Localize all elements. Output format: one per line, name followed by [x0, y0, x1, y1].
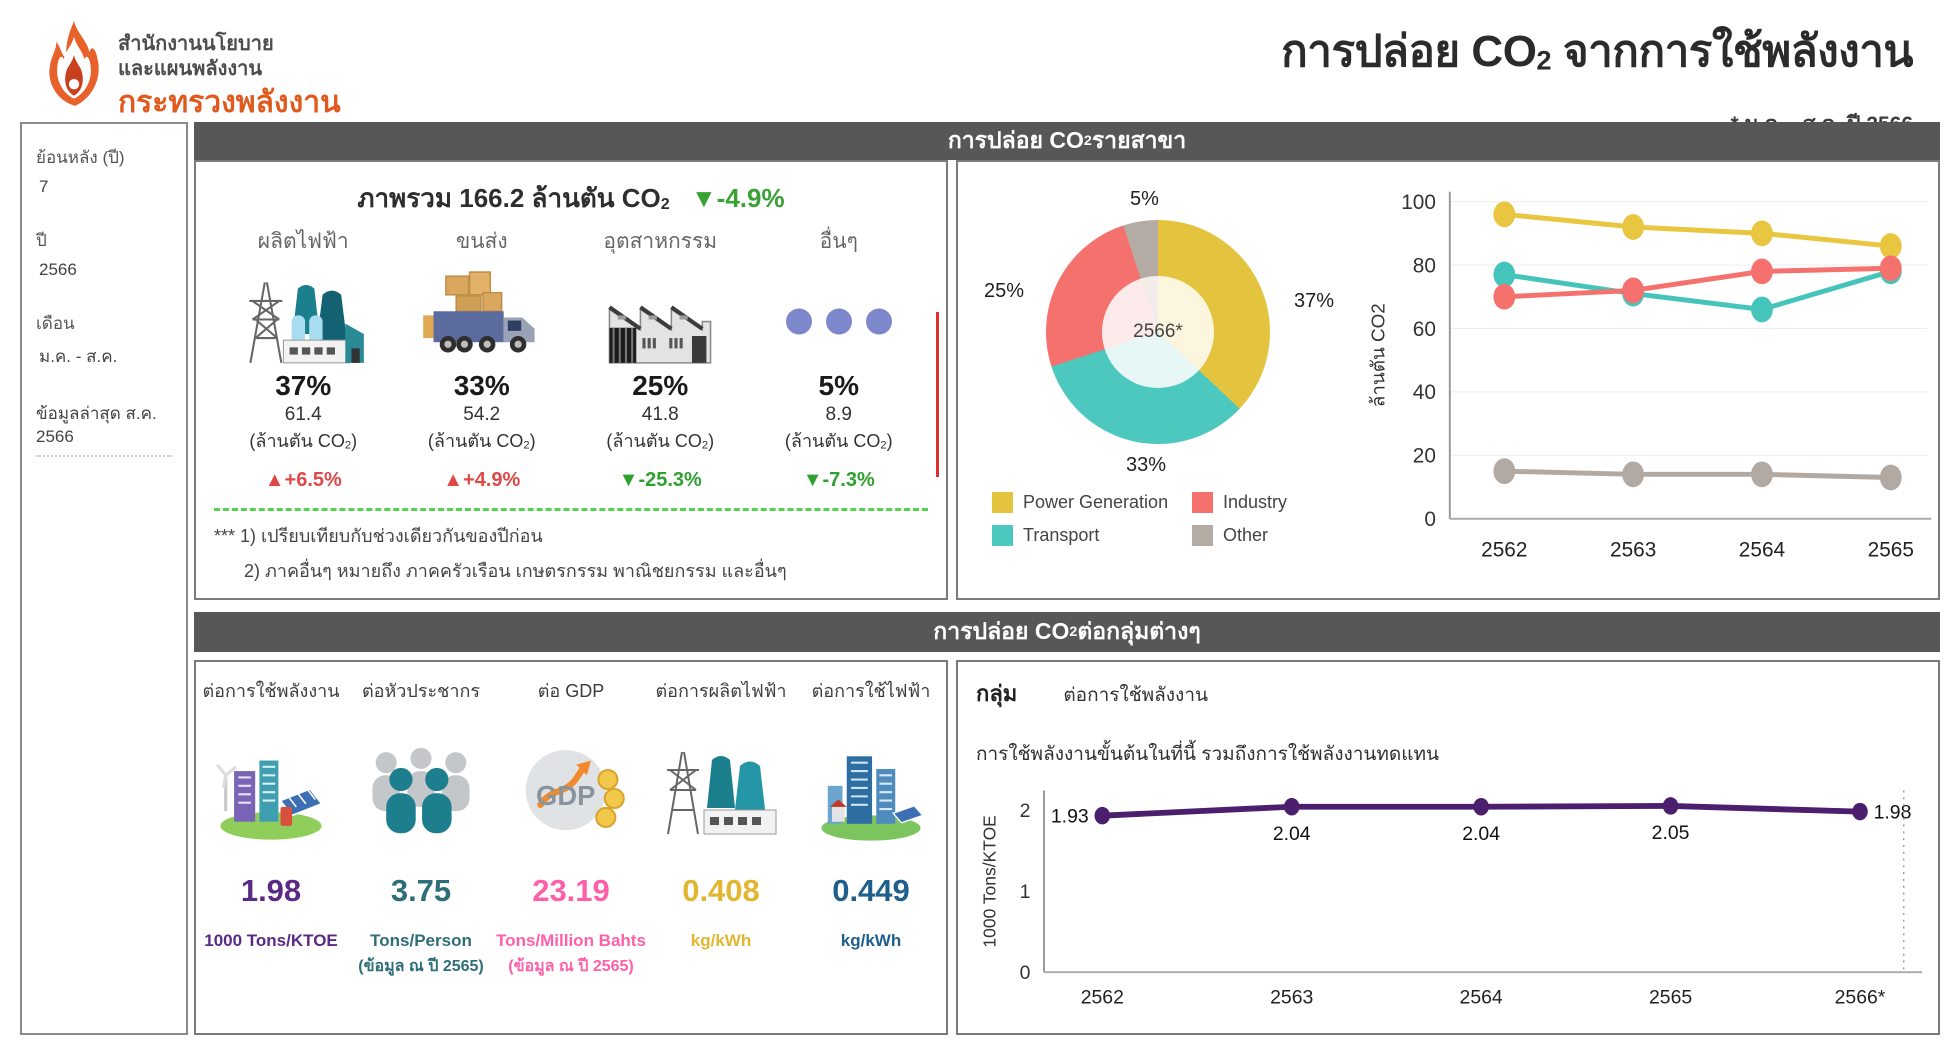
filter-year: ปี 2566 [36, 227, 172, 280]
sector-charts-card: 5% 37% 25% 33% 2566* Power Generation In… [956, 160, 1940, 600]
metric-per-energy: ต่อการใช้พลังงาน 1.98 1000 Tons/KTOE [196, 676, 346, 1033]
svg-text:2562: 2562 [1481, 538, 1527, 561]
sector-donut-chart[interactable]: 5% 37% 25% 33% 2566* Power Generation In… [958, 162, 1358, 598]
footnote-1: *** 1) เปรียบเทียบกับช่วงเดียวกันของปีก่… [214, 526, 543, 546]
group-trend-card: กลุ่ม ต่อการใช้พลังงาน การใช้พลังงานขั้น… [956, 660, 1940, 1035]
filter-value[interactable]: ม.ค. - ส.ค. [39, 347, 118, 366]
legend-swatch [1192, 525, 1213, 546]
sector-industry: อุตสาหกรรม [571, 225, 750, 492]
page-title: การปล่อย CO2 จากการใช้พลังงาน [1281, 27, 1913, 76]
metric-per-electricity-use: ต่อการใช้ไฟฟ้า 0.449 kg/kWh [796, 676, 946, 1033]
filter-month: เดือน ม.ค. - ส.ค. [36, 310, 172, 370]
svg-text:2564: 2564 [1460, 986, 1503, 1008]
legend-industry[interactable]: Industry [1192, 492, 1342, 513]
truck-icon [393, 268, 572, 368]
legend-transport[interactable]: Transport [992, 525, 1192, 546]
legend-swatch [992, 525, 1013, 546]
ellipsis-icon [750, 268, 929, 368]
group-trend-chart[interactable]: 0 1 2 2562 2563 2564 2565 2566* 1.93 2.04 2.04 2.05… [976, 773, 1930, 1016]
city-icon [796, 731, 946, 847]
svg-text:80: 80 [1413, 254, 1436, 277]
svg-text:1.93: 1.93 [1051, 805, 1089, 827]
svg-text:GDP: GDP [536, 780, 595, 811]
red-scroll-indicator [936, 312, 939, 477]
sector-others: อื่นๆ 5% 8.9 (ล้านตัน CO2) ▼-7.3% [750, 225, 929, 492]
donut-label-transport: 33% [1126, 454, 1167, 476]
sector-delta: ▼-25.3% [618, 469, 702, 491]
donut-label-power: 37% [1293, 290, 1334, 312]
sector-delta: ▼-7.3% [802, 469, 875, 491]
sector-transport: ขนส่ง [393, 225, 572, 492]
filter-years-back: ย้อนหลัง (ปี) 7 [36, 144, 172, 197]
sector-panel-title: การปล่อย CO 2 รายสาขา [194, 122, 1940, 160]
svg-text:1.98: 1.98 [1874, 801, 1912, 823]
sector-overview-card: ภาพรวม 166.2 ล้านตัน CO2 ▼-4.9% ผลิตไฟฟ้… [194, 160, 948, 600]
gdp-icon: GDP [496, 731, 646, 847]
metric-per-gdp: ต่อ GDP GDP 23.19 Tons/Million Bahts (ข้… [496, 681, 646, 975]
filter-sidebar: ย้อนหลัง (ปี) 7 ปี 2566 เดือน ม.ค. - ส.ค… [20, 122, 188, 1035]
intensity-metrics-card: ต่อการใช้พลังงาน 1.98 1000 Tons/KTOE [194, 660, 948, 1035]
filter-label: ย้อนหลัง (ปี) [36, 148, 125, 167]
legend-other[interactable]: Other [1192, 525, 1342, 546]
groups-panel-title: การปล่อย CO 2 ต่อกลุ่มต่างๆ [194, 612, 1940, 652]
group-note: การใช้พลังงานขั้นต้นในที่นี้ รวมถึงการใช… [976, 744, 1440, 765]
svg-text:40: 40 [1413, 381, 1436, 404]
sector-trend-chart[interactable]: 0 20 40 60 80 100 2562 2563 2564 2565 ล้านตัน CO2 [1358, 162, 1938, 598]
donut-ring[interactable]: 2566* [1046, 220, 1270, 444]
svg-text:0: 0 [1020, 962, 1031, 984]
svg-text:20: 20 [1413, 445, 1436, 468]
svg-text:2565: 2565 [1649, 986, 1692, 1008]
svg-text:2564: 2564 [1739, 538, 1785, 561]
svg-text:ล้านตัน CO2: ล้านตัน CO2 [1367, 303, 1388, 407]
svg-text:2.05: 2.05 [1652, 822, 1690, 844]
flame-logo-icon [42, 20, 106, 113]
people-icon [346, 731, 496, 847]
svg-text:2562: 2562 [1081, 986, 1124, 1008]
filter-value[interactable]: 7 [39, 177, 49, 196]
metric-per-capita: ต่อหัวประชากร 3.75 Tons/Person (ข้อมูล ณ [346, 676, 496, 1033]
svg-text:2566*: 2566* [1835, 986, 1886, 1008]
svg-text:2: 2 [1020, 800, 1031, 822]
logo-text-line1: สำนักงานนโยบาย [118, 33, 274, 55]
agency-logo: สำนักงานนโยบาย และแผนพลังงาน กระทรวงพลัง… [42, 20, 341, 122]
svg-text:2565: 2565 [1868, 538, 1914, 561]
footnote-2: 2) ภาคอื่นๆ หมายถึง ภาคครัวเรือน เกษตรกร… [244, 561, 787, 581]
svg-text:2563: 2563 [1610, 538, 1656, 561]
group-dropdown-label: กลุ่ม [976, 681, 1018, 706]
svg-text:2.04: 2.04 [1462, 823, 1500, 845]
svg-text:2.04: 2.04 [1273, 823, 1311, 845]
donut-label-industry: 25% [984, 280, 1025, 302]
donut-label-other: 5% [1130, 188, 1159, 210]
legend-power-generation[interactable]: Power Generation [992, 492, 1192, 513]
overview-delta: ▼-4.9% [690, 183, 785, 213]
donut-legend: Power Generation Industry Transport Othe… [992, 492, 1342, 546]
logo-text-line2: และแผนพลังงาน [118, 58, 263, 80]
last-updated-text: ข้อมูลล่าสุด ส.ค. 2566 [36, 400, 172, 457]
power-plant-icon [214, 268, 393, 368]
svg-text:1: 1 [1020, 881, 1031, 903]
green-city-icon [196, 731, 346, 847]
legend-swatch [1192, 492, 1213, 513]
svg-text:2563: 2563 [1270, 986, 1313, 1008]
svg-text:0: 0 [1424, 508, 1436, 531]
power-station-icon [646, 731, 796, 847]
dashed-divider [214, 508, 928, 511]
group-dropdown-value[interactable]: ต่อการใช้พลังงาน [1063, 685, 1208, 706]
svg-text:1000 Tons/KTOE: 1000 Tons/KTOE [979, 815, 999, 947]
legend-swatch [992, 492, 1013, 513]
svg-text:60: 60 [1413, 318, 1436, 341]
filter-label: เดือน [36, 314, 75, 333]
sector-delta: ▲+4.9% [443, 469, 521, 491]
overview-headline: ภาพรวม 166.2 ล้านตัน CO2 ▼-4.9% [357, 183, 785, 213]
sector-delta: ▲+6.5% [264, 469, 342, 491]
svg-text:100: 100 [1401, 191, 1436, 214]
filter-label: ปี [36, 231, 47, 250]
sector-power: ผลิตไฟฟ้า [214, 225, 393, 492]
metric-per-power-generation: ต่อการผลิตไฟฟ้า 0.408 kg/kWh [646, 676, 796, 1033]
factory-icon [571, 268, 750, 368]
filter-value[interactable]: 2566 [39, 260, 77, 279]
logo-text-ministry: กระทรวงพลังงาน [118, 86, 341, 119]
donut-center-label: 2566* [1102, 276, 1214, 388]
